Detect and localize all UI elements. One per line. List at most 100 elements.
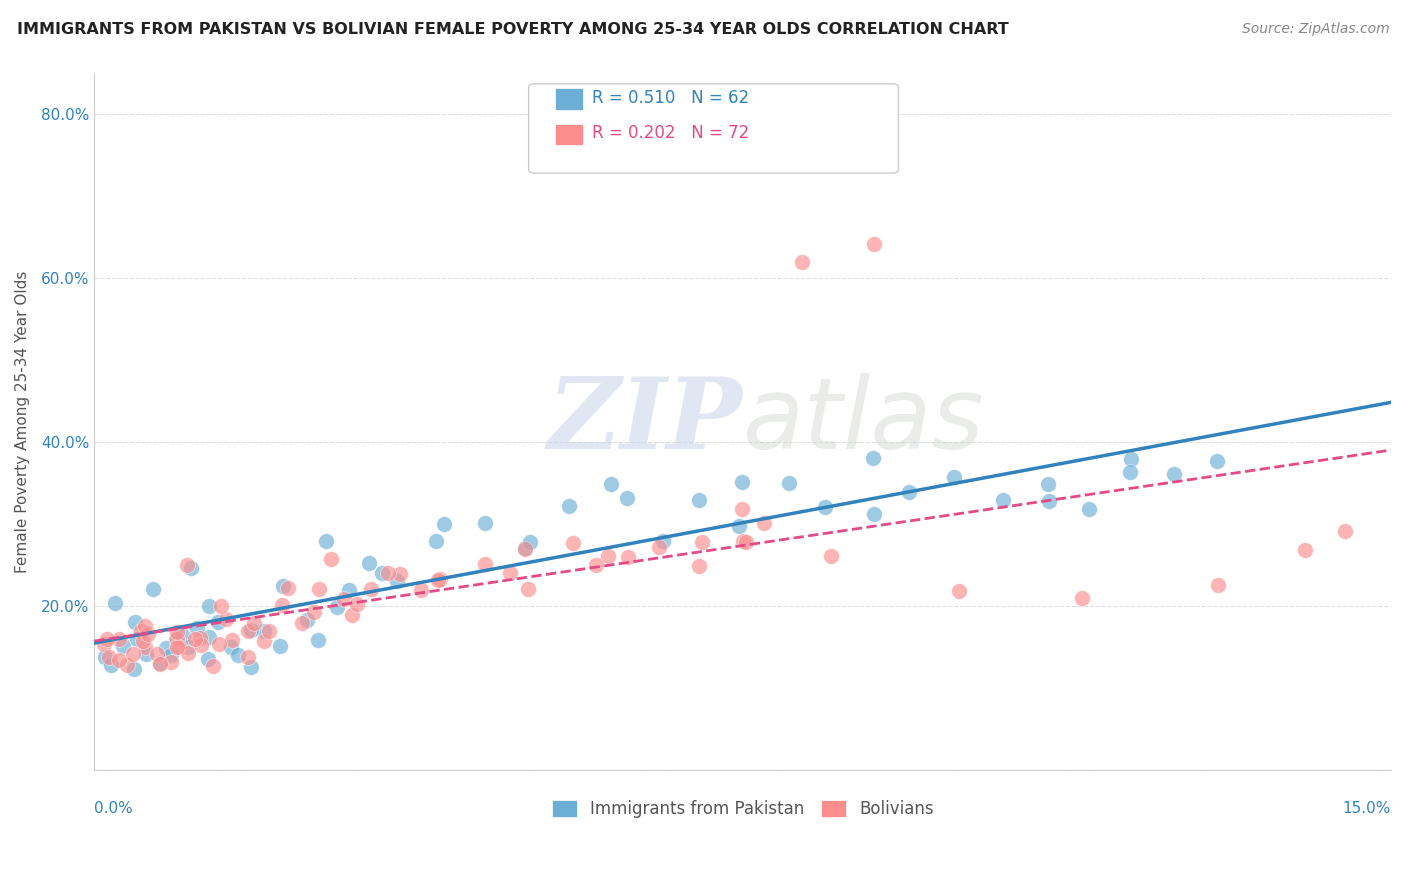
Point bbox=[240, 624, 263, 638]
Text: Source: ZipAtlas.com: Source: ZipAtlas.com bbox=[1241, 22, 1389, 37]
Point bbox=[308, 582, 330, 596]
Point bbox=[433, 516, 456, 531]
Point bbox=[108, 632, 131, 646]
Point bbox=[1038, 494, 1060, 508]
Point bbox=[346, 597, 368, 611]
Point bbox=[731, 502, 754, 516]
Point bbox=[1206, 453, 1229, 467]
Point bbox=[142, 582, 165, 597]
Point bbox=[360, 582, 382, 597]
Text: 0.0%: 0.0% bbox=[94, 800, 134, 815]
Point bbox=[134, 618, 156, 632]
Point bbox=[690, 534, 713, 549]
Point bbox=[104, 596, 127, 610]
Point bbox=[333, 592, 356, 607]
Point bbox=[166, 624, 188, 639]
Point bbox=[134, 640, 156, 655]
Point bbox=[792, 255, 814, 269]
Point bbox=[731, 475, 754, 489]
Point bbox=[513, 541, 536, 556]
Point bbox=[735, 534, 758, 549]
Point bbox=[243, 616, 266, 631]
Point bbox=[136, 627, 159, 641]
Point bbox=[585, 558, 607, 572]
Point bbox=[219, 640, 242, 655]
Point bbox=[270, 598, 292, 612]
Point bbox=[96, 632, 118, 647]
Point bbox=[519, 535, 541, 549]
Point bbox=[236, 624, 259, 638]
Point bbox=[1071, 591, 1094, 605]
Point bbox=[135, 647, 157, 661]
Point bbox=[616, 491, 638, 505]
Point bbox=[474, 557, 496, 571]
Point bbox=[377, 566, 399, 581]
Point bbox=[177, 646, 200, 660]
Text: R = 0.202   N = 72: R = 0.202 N = 72 bbox=[592, 124, 749, 142]
Point bbox=[97, 649, 120, 664]
Point bbox=[201, 659, 224, 673]
Point bbox=[176, 558, 198, 573]
Y-axis label: Female Poverty Among 25-34 Year Olds: Female Poverty Among 25-34 Year Olds bbox=[15, 270, 30, 573]
Point bbox=[125, 632, 148, 646]
Point bbox=[149, 656, 172, 670]
Point bbox=[474, 516, 496, 530]
Point bbox=[257, 624, 280, 639]
Point bbox=[124, 615, 146, 629]
Point bbox=[226, 648, 249, 662]
Point bbox=[315, 533, 337, 548]
Point bbox=[190, 638, 212, 652]
Point bbox=[155, 641, 177, 656]
Point bbox=[728, 519, 751, 533]
Text: atlas: atlas bbox=[742, 373, 984, 470]
Point bbox=[319, 551, 342, 566]
Point bbox=[991, 493, 1014, 508]
Point bbox=[863, 236, 886, 251]
Point bbox=[943, 470, 966, 484]
Point bbox=[236, 650, 259, 665]
Point bbox=[124, 662, 146, 676]
Point bbox=[184, 632, 207, 646]
Point bbox=[271, 578, 294, 592]
Point bbox=[427, 574, 450, 588]
Point bbox=[166, 640, 188, 654]
Point bbox=[617, 549, 640, 564]
Point bbox=[648, 540, 671, 554]
Point bbox=[862, 508, 884, 522]
Point bbox=[115, 657, 138, 672]
Point bbox=[754, 516, 776, 531]
Point bbox=[159, 648, 181, 662]
Point bbox=[169, 640, 191, 655]
Point bbox=[100, 658, 122, 673]
Point bbox=[159, 655, 181, 669]
Point bbox=[1078, 502, 1101, 516]
Point bbox=[209, 599, 232, 614]
Point bbox=[387, 574, 409, 588]
Point bbox=[188, 632, 211, 646]
Point bbox=[325, 600, 347, 615]
Point bbox=[207, 615, 229, 630]
Point bbox=[862, 451, 884, 466]
Point bbox=[149, 657, 172, 671]
Point bbox=[253, 633, 276, 648]
Point bbox=[121, 647, 143, 661]
Point bbox=[409, 582, 432, 597]
Point bbox=[197, 652, 219, 666]
Point bbox=[337, 583, 360, 598]
Point bbox=[359, 557, 381, 571]
Point bbox=[177, 640, 200, 654]
Point bbox=[180, 561, 202, 575]
Point bbox=[1121, 451, 1143, 466]
Point bbox=[688, 559, 710, 574]
Point bbox=[1119, 466, 1142, 480]
Point bbox=[733, 533, 755, 548]
Point bbox=[215, 612, 238, 626]
Point bbox=[948, 583, 970, 598]
Point bbox=[172, 629, 194, 643]
Text: IMMIGRANTS FROM PAKISTAN VS BOLIVIAN FEMALE POVERTY AMONG 25-34 YEAR OLDS CORREL: IMMIGRANTS FROM PAKISTAN VS BOLIVIAN FEM… bbox=[17, 22, 1008, 37]
Point bbox=[558, 499, 581, 513]
Point bbox=[198, 631, 221, 645]
Point bbox=[1163, 467, 1185, 482]
Point bbox=[1036, 476, 1059, 491]
Point bbox=[1334, 524, 1357, 539]
